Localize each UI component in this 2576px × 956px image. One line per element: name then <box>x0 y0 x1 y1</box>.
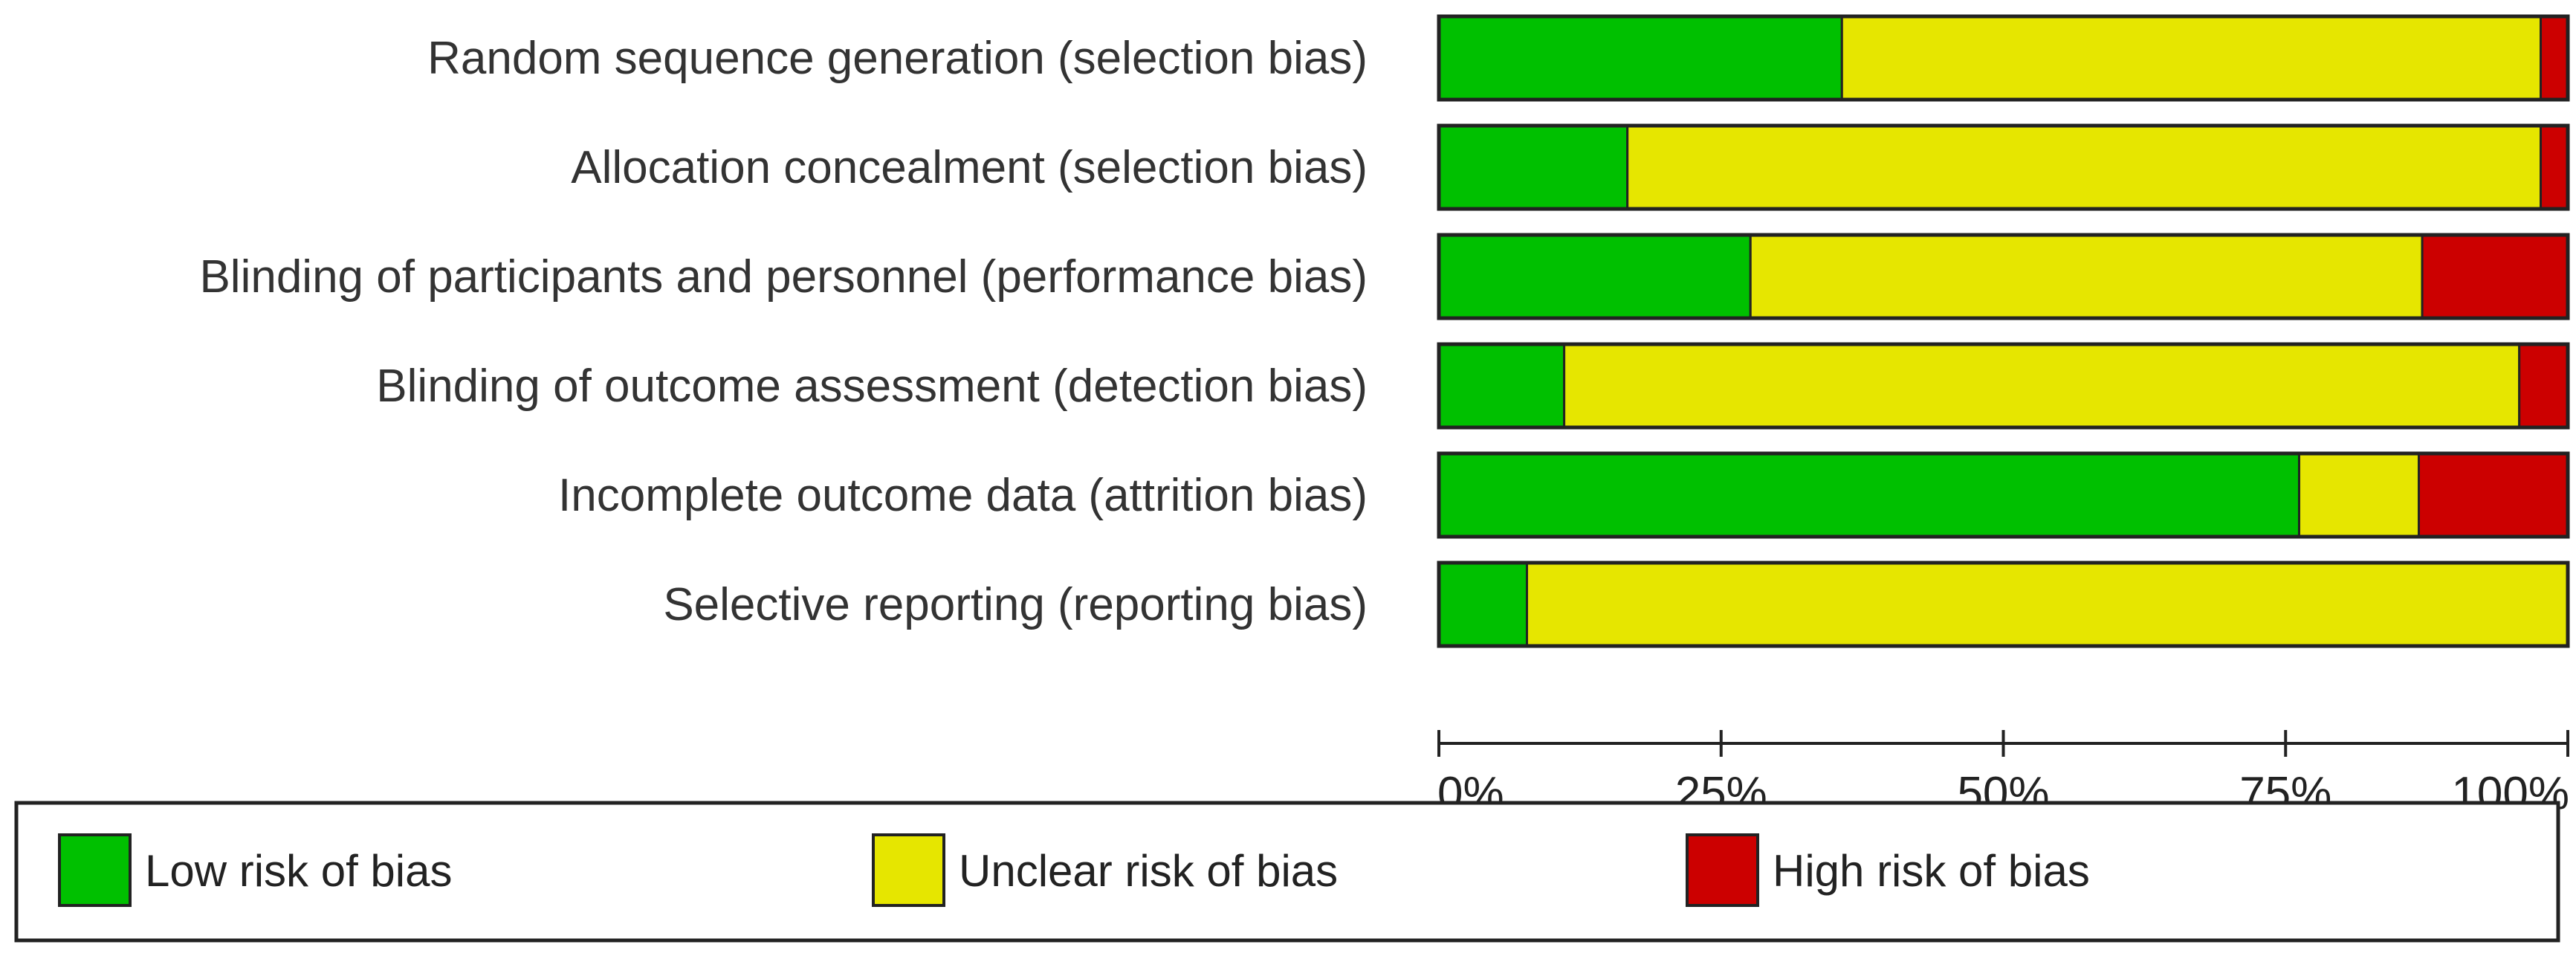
bar-segment-unclear-risk-of-bias <box>1525 561 2569 647</box>
bar-segment-high-risk-of-bias <box>2518 343 2569 429</box>
bar-segment-high-risk-of-bias <box>2417 452 2569 538</box>
category-label: Allocation concealment (selection bias) <box>571 142 1368 193</box>
legend-swatch-low-risk-of-bias <box>58 833 132 907</box>
category-labels: Random sequence generation (selection bi… <box>199 33 1368 630</box>
bar-segment-unclear-risk-of-bias <box>1563 343 2521 429</box>
bar-outline <box>1437 123 2570 211</box>
bar-segment-unclear-risk-of-bias <box>1626 124 2543 210</box>
legend-label-unclear-risk-of-bias: Unclear risk of bias <box>959 846 1338 896</box>
category-label: Selective reporting (reporting bias) <box>663 579 1368 630</box>
bar-segment-low-risk-of-bias <box>1437 561 1528 647</box>
bar-outline <box>1437 233 2570 320</box>
legend-swatch-high-risk-of-bias <box>1686 833 1759 907</box>
category-label: Blinding of outcome assessment (detectio… <box>376 361 1368 412</box>
bars <box>1437 14 2570 648</box>
bar-outline <box>1437 561 2570 648</box>
bar-segment-low-risk-of-bias <box>1437 343 1566 429</box>
category-label: Random sequence generation (selection bi… <box>427 33 1368 84</box>
legend: Low risk of bias Unclear risk of bias High… <box>14 801 2560 943</box>
category-label: Incomplete outcome data (attrition bias) <box>558 470 1368 521</box>
legend-swatch-unclear-risk-of-bias <box>872 833 945 907</box>
legend-label-low-risk-of-bias: Low risk of bias <box>145 846 453 896</box>
bar-segment-low-risk-of-bias <box>1437 15 1843 101</box>
bar-segment-low-risk-of-bias <box>1437 233 1752 320</box>
bar-segment-high-risk-of-bias <box>2540 15 2569 101</box>
legend-box <box>14 801 2560 943</box>
legend-label-high-risk-of-bias: High risk of bias <box>1773 846 2090 896</box>
bar-segment-unclear-risk-of-bias <box>2297 452 2420 538</box>
bar-segment-low-risk-of-bias <box>1437 124 1629 210</box>
bar-segment-high-risk-of-bias <box>2421 233 2569 320</box>
bar-outline <box>1437 451 2570 539</box>
bar-segment-unclear-risk-of-bias <box>1749 233 2424 320</box>
bar-outline <box>1437 14 2570 102</box>
bar-outline <box>1437 342 2570 430</box>
bar-segment-unclear-risk-of-bias <box>1840 15 2543 101</box>
bar-segment-low-risk-of-bias <box>1437 452 2300 538</box>
category-label: Blinding of participants and personnel (… <box>199 251 1368 303</box>
bar-segment-high-risk-of-bias <box>2540 124 2569 210</box>
